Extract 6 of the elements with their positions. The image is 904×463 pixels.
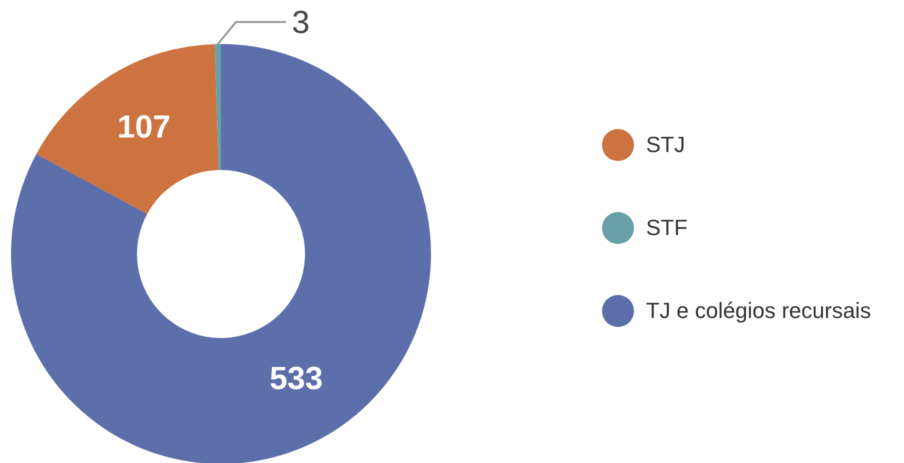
data-label: 3 (292, 4, 310, 40)
legend-label: STF (646, 215, 688, 241)
legend-label: TJ e colégios recursais (646, 298, 871, 324)
legend-label: STJ (646, 132, 686, 158)
data-label: 533 (270, 360, 323, 396)
data-label: 107 (117, 108, 171, 145)
